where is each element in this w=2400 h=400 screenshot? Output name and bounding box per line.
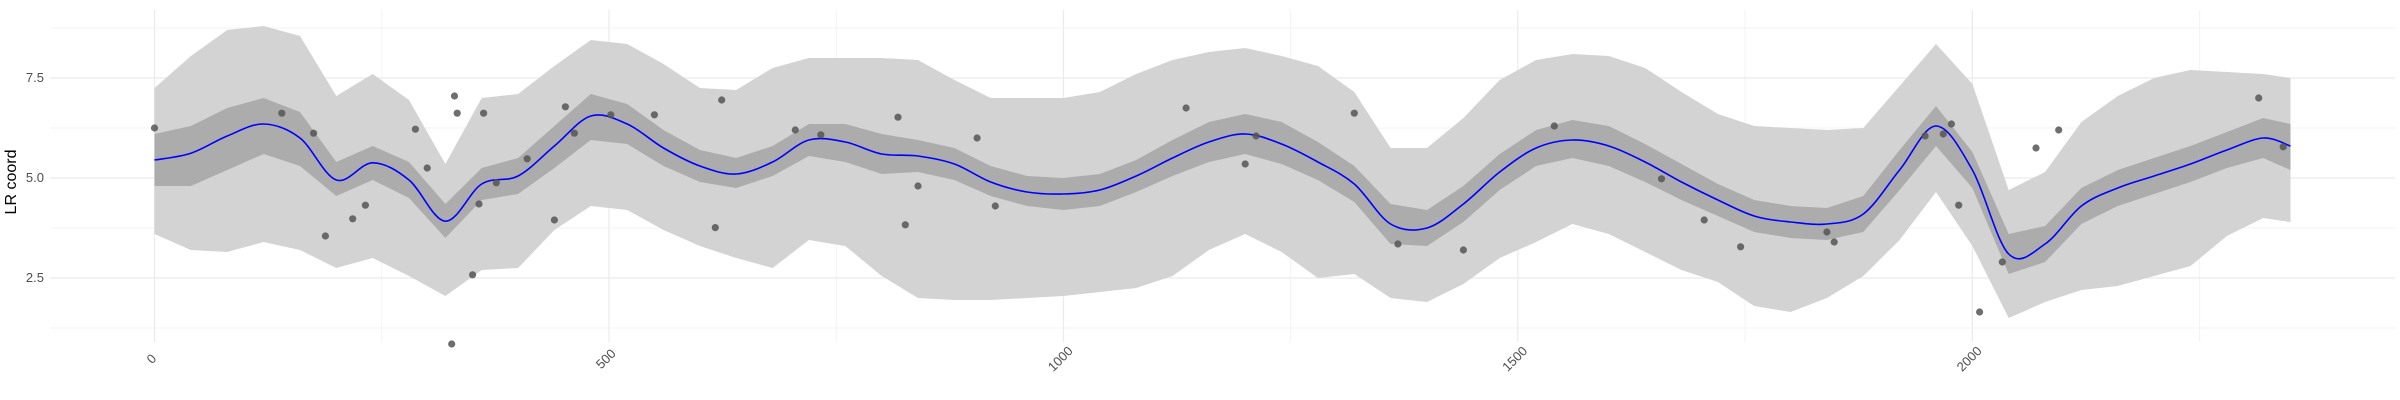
data-point [361,201,369,209]
x-tick-label: 1500 [1499,343,1530,374]
data-point [914,182,922,190]
data-point [1350,109,1358,117]
y-tick-label: 5.0 [26,170,44,185]
data-point [718,96,726,104]
data-point [1737,243,1745,251]
data-point [453,109,461,117]
inner-confidence-band [154,94,2291,274]
data-point [2032,144,2040,152]
trend-line-layer [154,114,2291,260]
data-point [901,221,909,229]
y-axis-title: LR coord [3,150,20,215]
x-tick-label: 1000 [1045,343,1076,374]
x-tick-label: 2000 [1954,343,1985,374]
data-point [1939,130,1947,138]
data-point [2255,94,2263,102]
data-point [469,271,477,279]
data-point [570,129,579,137]
data-point [1700,216,1708,224]
data-point [480,109,488,117]
data-point [894,113,902,121]
data-point [150,124,159,132]
trend-line [154,114,2291,260]
confidence-bands [154,26,2291,318]
data-point [561,103,570,111]
x-tick-label: 0 [143,351,159,367]
x-tick-label: 500 [593,346,619,372]
data-point [423,164,431,172]
data-point [321,232,329,240]
y-tick-label: 2.5 [26,270,44,285]
data-point [1976,308,1984,316]
data-point [1998,258,2006,266]
data-point [349,215,357,223]
data-point [817,131,825,139]
data-point [1459,246,1467,254]
data-point [973,134,981,142]
data-point [1252,132,1260,140]
data-point [2279,143,2287,151]
data-point [492,179,500,187]
data-point [550,216,559,224]
data-point [1550,122,1558,130]
data-point [1394,240,1402,248]
data-point [1657,175,1666,183]
data-point [1947,120,1955,128]
data-point [310,129,318,137]
data-point [1823,228,1831,236]
data-point [448,340,456,348]
data-point [1182,104,1190,112]
data-point [411,125,419,133]
data-point [711,224,719,232]
data-point [450,92,459,100]
data-point [1830,238,1838,246]
data-point [475,200,483,208]
data-point [791,126,799,134]
data-point [650,111,659,119]
outer-confidence-band [154,26,2291,318]
data-point [1955,201,1963,209]
y-axis-ticks: 2.5 5.0 7.5 [26,70,44,285]
data-point [1921,132,1929,140]
data-point [523,155,531,163]
data-point [607,111,615,119]
data-point [2055,126,2063,134]
x-axis-ticks: 0 500 1000 1500 2000 [143,343,1984,374]
data-point [278,109,286,117]
data-points [150,92,2287,348]
data-point [1241,160,1249,168]
y-tick-label: 7.5 [26,70,44,85]
data-point [991,202,999,210]
